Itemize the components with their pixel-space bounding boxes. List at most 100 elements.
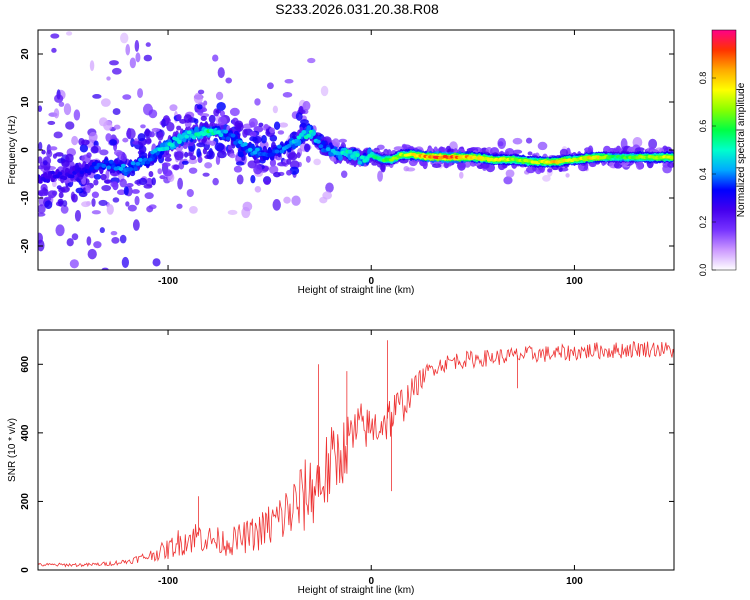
spectrogram-ridge-cell (164, 146, 170, 151)
spectrogram-noise-cell (86, 236, 92, 246)
spectrogram-ridge-cell (216, 130, 221, 135)
spectrogram-ridge-cell (135, 161, 141, 166)
spectrogram-noise-cell (132, 219, 140, 231)
colorbar: 0.0 0.2 0.4 0.6 0.8 Normalized spectral ampl… (698, 29, 747, 276)
spectrogram-ridge-cell (89, 166, 95, 171)
spectrogram-noise-cell (110, 230, 118, 236)
spectrogram-noise-cell (212, 54, 219, 62)
spectrogram-scatter-cell (90, 146, 99, 154)
spectrogram-scatter-cell (234, 120, 244, 129)
spectrogram-scatter-cell (120, 153, 127, 162)
spectrogram-scatter-cell (196, 104, 203, 110)
spectrogram-scatter-cell (93, 173, 102, 180)
spectrogram-ridge-cell (130, 161, 136, 166)
spectrogram-noise-cell (113, 124, 121, 130)
snr-ytick-label: 400 (20, 424, 31, 441)
spectrogram-scatter-cell (215, 109, 221, 114)
spectrogram-scatter-cell (249, 136, 258, 142)
spectrogram-ridge-cell (194, 126, 199, 134)
spectrogram-scatter-cell (174, 151, 184, 161)
spectrogram-xlabel: Height of straight line (km) (298, 285, 415, 296)
spectrogram-noise-cell (112, 108, 121, 115)
spectrogram-scatter-cell (667, 162, 674, 168)
colorbar-tick-label: 0.2 (698, 216, 708, 229)
spectrogram-noise-cell (189, 206, 198, 214)
spectrogram-ridge-cell (120, 163, 126, 168)
spectrogram-scatter-cell (431, 163, 442, 168)
spectrogram-scatter-cell (305, 155, 311, 163)
spectrogram-scatter-cell (235, 161, 245, 166)
spectrogram-noise-cell (320, 85, 329, 97)
spectrogram-noise-cell (282, 92, 293, 98)
spectrogram-noise-cell (217, 67, 225, 79)
spectrogram-noise-cell (65, 31, 73, 36)
spectrogram-ridge-cell (306, 133, 312, 138)
spectrogram-ridge-cell (286, 143, 292, 148)
spectrogram-noise-cell (145, 42, 151, 47)
spectrogram-scatter-cell (197, 156, 203, 163)
spectrogram-scatter-cell (110, 181, 118, 188)
spectrogram-ridge-cell (138, 157, 143, 162)
spectrogram-noise-cell (91, 210, 101, 215)
spectrogram-noise-cell (98, 117, 108, 127)
snr-ytick-label: 200 (20, 493, 31, 510)
spectrogram-scatter-cell (216, 150, 227, 159)
spectrogram-noise-cell (38, 212, 46, 217)
spectrogram-noise-cell (127, 204, 137, 212)
spectrogram-ridge-cell (169, 143, 175, 148)
spectrogram-ridge-cell (223, 129, 229, 134)
spectrogram-noise-cell (505, 169, 515, 178)
spectrogram-noise-cell (134, 39, 140, 52)
spectrogram-scatter-cell (258, 122, 264, 128)
spectrogram-ridge-cell (357, 160, 363, 165)
spectrogram-scatter-cell (296, 152, 301, 159)
spectrogram-noise-cell (99, 149, 109, 156)
spectrogram-noise-cell (73, 109, 81, 121)
spectrogram-scatter-cell (93, 179, 99, 186)
spectrogram-scatter-cell (263, 123, 269, 129)
spectrogram-noise-cell (169, 104, 178, 112)
spectrogram-scatter-cell (157, 168, 163, 175)
spectrogram-ytick-label: 20 (20, 48, 31, 60)
spectrogram-noise-cell (266, 82, 274, 90)
spectrogram-scatter-cell (164, 157, 172, 162)
spectrogram-scatter-cell (75, 187, 84, 194)
spectrogram-scatter-cell (387, 149, 392, 156)
spectrogram-ytick-label: -10 (20, 190, 31, 205)
spectrogram-scatter-cell (219, 110, 226, 117)
spectrogram-noise-cell (87, 248, 97, 260)
spectrogram-scatter-cell (209, 140, 217, 146)
chart-title: S233.2026.031.20.38.R08 (275, 1, 439, 17)
spectrogram-noise-cell (121, 256, 130, 269)
colorbar-tick-label: 0.6 (698, 120, 708, 133)
spectrogram-scatter-cell (137, 133, 146, 142)
spectrogram-scatter-cell (181, 160, 189, 165)
spectrogram-noise-cell (188, 158, 198, 165)
spectrogram-noise-cell (186, 188, 194, 198)
spectrogram-scatter-cell (117, 189, 126, 196)
spectrogram-ridge-cell (294, 138, 299, 143)
spectrogram-noise-cell (377, 170, 383, 182)
spectrogram-scatter-cell (122, 137, 129, 143)
spectrogram-noise-cell (53, 108, 60, 119)
spectrogram-noise-cell (376, 144, 385, 150)
spectrogram-scatter-cell (273, 121, 281, 131)
spectrogram-noise-cell (176, 203, 183, 209)
spectrogram-scatter-cell (559, 148, 569, 157)
spectrogram-scatter-cell (176, 113, 182, 121)
snr-ylabel: SNR (10 * v/v) (7, 418, 18, 482)
spectrogram-ridge-cell (247, 147, 253, 152)
snr-panel: -100 0 100 0 200 400 600 Height of straight li… (7, 329, 675, 596)
spectrogram-ridge-cell (177, 139, 182, 144)
spectrogram-noise-cell (88, 131, 98, 142)
spectrogram-scatter-cell (253, 159, 261, 164)
spectrogram-noise-cell (143, 54, 153, 62)
spectrogram-noise-cell (338, 138, 347, 143)
spectrogram-scatter-cell (233, 165, 243, 173)
spectrogram-ridge-cell (364, 156, 370, 161)
spectrogram-scatter-cell (187, 152, 193, 157)
spectrogram-scatter-cell (132, 140, 140, 145)
spectrogram-ridge-cell (103, 159, 109, 164)
spectrogram-noise-cell (135, 52, 141, 63)
spectrogram-ridge-cell (128, 167, 134, 172)
